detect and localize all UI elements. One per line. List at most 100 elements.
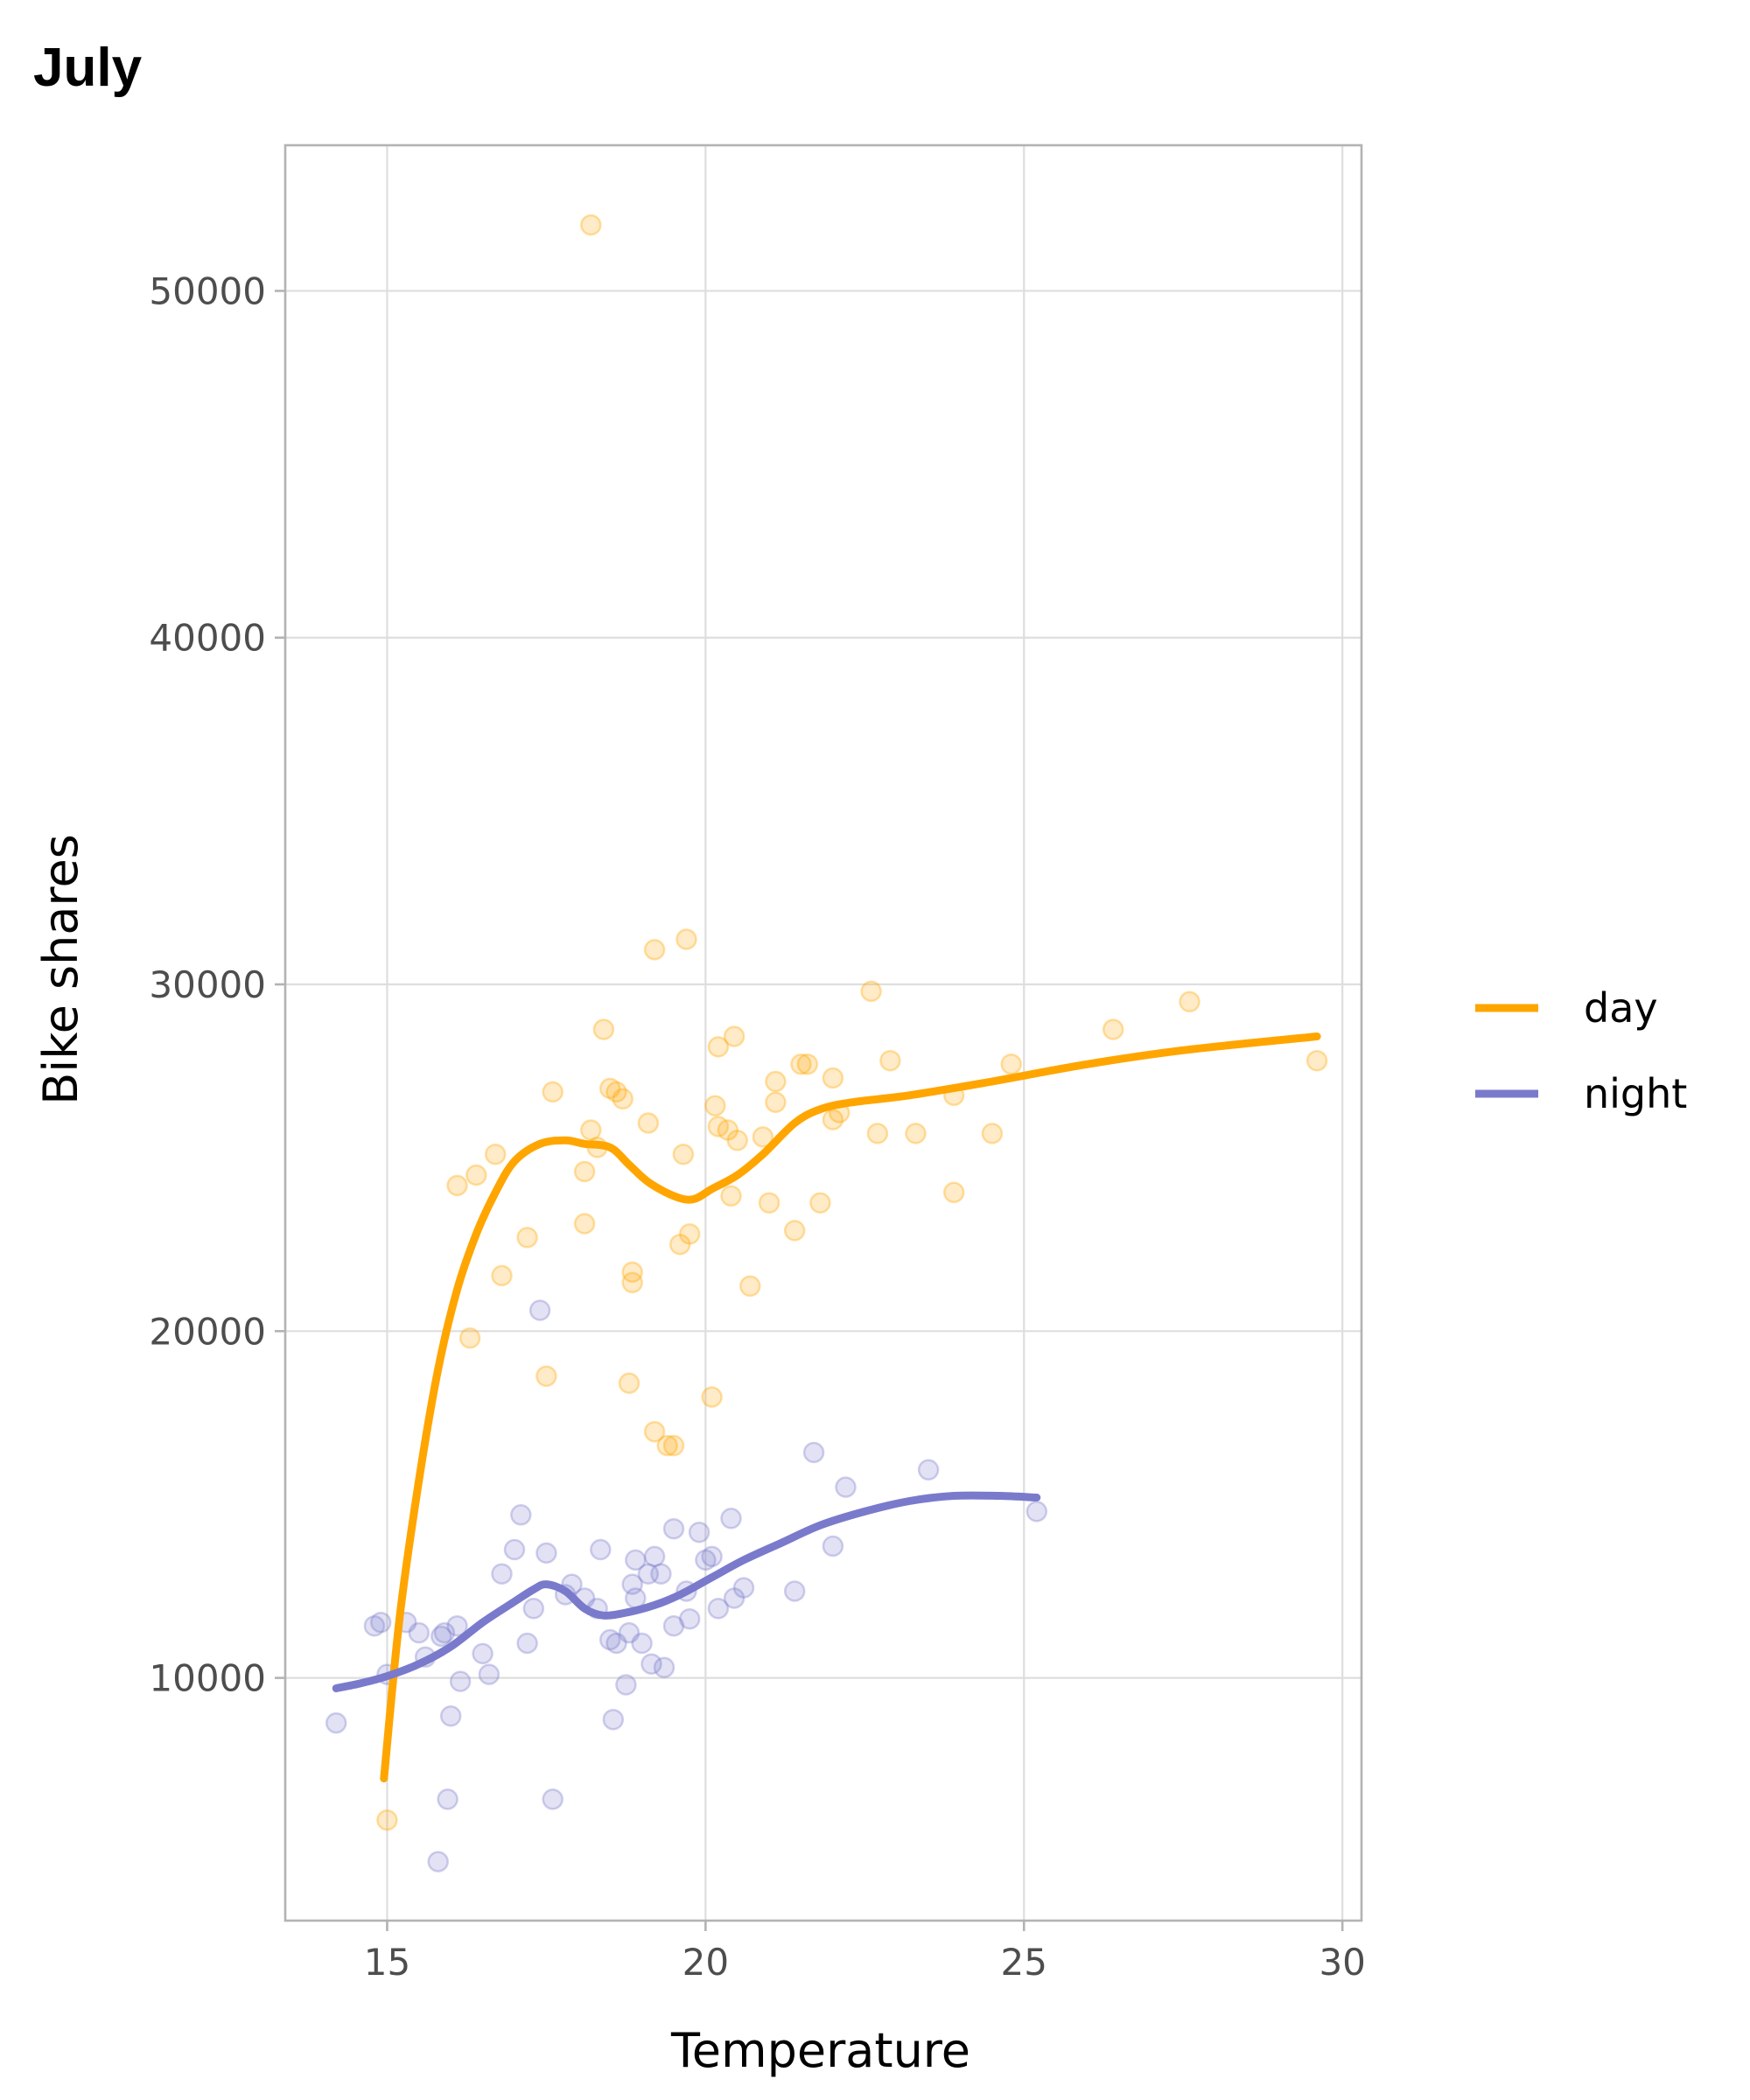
- night-point-0: [325, 1712, 347, 1734]
- night-point-15: [478, 1663, 500, 1685]
- day-point-28: [676, 928, 697, 950]
- night-point-51: [720, 1508, 742, 1530]
- night-point-10: [437, 1788, 458, 1810]
- night-point-2: [369, 1611, 392, 1634]
- day-point-31: [704, 1095, 726, 1116]
- x-axis-ticks: 15 20 25 30: [364, 1921, 1366, 1984]
- day-point-26: [668, 1233, 691, 1256]
- night-point-42: [653, 1656, 676, 1678]
- day-point-50: [860, 980, 882, 1003]
- night-point-33: [618, 1621, 640, 1644]
- day-point-15: [598, 1077, 621, 1100]
- night-point-41: [650, 1563, 672, 1585]
- night-point-29: [598, 1628, 621, 1651]
- night-point-8: [430, 1625, 452, 1648]
- x-axis-title: Temperature: [670, 2023, 970, 2078]
- night-point-19: [516, 1632, 538, 1655]
- night-point-31: [606, 1632, 627, 1655]
- night-point-59: [1026, 1501, 1048, 1522]
- night-point-22: [536, 1542, 557, 1564]
- day-point-12: [580, 1119, 602, 1141]
- grid-lines: [285, 145, 1362, 1921]
- night-point-54: [783, 1580, 806, 1602]
- y-tick-label-1: 20000: [149, 1310, 266, 1353]
- day-point-55: [942, 1181, 965, 1204]
- day-point-16: [606, 1081, 627, 1103]
- day-point-7: [516, 1227, 538, 1249]
- day-point-3: [446, 1174, 468, 1197]
- day-point-51: [866, 1123, 889, 1144]
- night-point-9: [433, 1621, 456, 1644]
- night-point-50: [707, 1598, 730, 1620]
- chart-title: July: [33, 38, 143, 98]
- scatter-points: [325, 214, 1328, 1872]
- day-point-24: [656, 1434, 678, 1457]
- day-point-4: [466, 1164, 487, 1186]
- day-point-58: [1102, 1018, 1124, 1040]
- y-axis-ticks: 10000 20000 30000 40000 50000: [149, 270, 285, 1700]
- night-point-23: [542, 1788, 564, 1810]
- legend-label-night: night: [1584, 1070, 1687, 1117]
- night-point-43: [662, 1517, 685, 1540]
- day-point-60: [1306, 1049, 1328, 1072]
- day-point-37: [726, 1130, 748, 1152]
- day-point-35: [720, 1185, 742, 1208]
- night-smooth-line: [332, 1491, 1041, 1692]
- day-point-56: [981, 1123, 1004, 1144]
- night-point-48: [695, 1549, 717, 1572]
- day-point-25: [662, 1434, 685, 1457]
- y-tick-label-3: 40000: [149, 617, 266, 660]
- day-point-22: [643, 939, 666, 961]
- y-tick-label-0: 10000: [149, 1657, 266, 1700]
- night-point-13: [449, 1670, 472, 1692]
- day-point-42: [765, 1070, 787, 1093]
- day-point-29: [678, 1223, 701, 1245]
- night-point-21: [528, 1299, 551, 1321]
- night-point-32: [615, 1674, 637, 1696]
- night-point-37: [631, 1632, 653, 1655]
- day-point-45: [796, 1053, 819, 1075]
- day-point-41: [765, 1091, 787, 1114]
- day-point-0: [580, 214, 602, 236]
- night-point-34: [621, 1573, 643, 1595]
- day-point-47: [822, 1109, 844, 1130]
- y-tick-label-2: 30000: [149, 963, 266, 1006]
- night-point-40: [643, 1545, 666, 1568]
- night-point-57: [835, 1476, 857, 1498]
- day-point-39: [752, 1126, 774, 1148]
- night-point-1: [363, 1614, 386, 1637]
- day-point-30: [701, 1386, 723, 1408]
- day-point-14: [592, 1018, 615, 1040]
- night-point-20: [522, 1598, 545, 1620]
- night-point-49: [701, 1545, 723, 1568]
- day-point-2: [458, 1326, 481, 1349]
- legend-label-day: day: [1584, 984, 1658, 1032]
- night-point-55: [802, 1441, 825, 1464]
- y-axis-title: Bike shares: [33, 834, 88, 1105]
- day-point-48: [822, 1067, 844, 1089]
- day-point-17: [612, 1088, 634, 1110]
- night-point-18: [510, 1504, 532, 1526]
- night-point-35: [625, 1549, 647, 1572]
- day-point-32: [707, 1036, 730, 1058]
- day-point-21: [637, 1112, 660, 1134]
- day-point-43: [783, 1220, 806, 1242]
- day-point-9: [542, 1081, 564, 1103]
- legend: day night: [1475, 984, 1687, 1117]
- x-tick-label-2: 25: [1001, 1941, 1047, 1984]
- x-tick-label-0: 15: [364, 1941, 410, 1984]
- night-point-12: [446, 1614, 468, 1637]
- night-point-11: [439, 1704, 462, 1727]
- night-point-56: [822, 1535, 844, 1558]
- x-tick-label-1: 20: [682, 1941, 729, 1984]
- night-point-38: [637, 1563, 660, 1585]
- day-smooth-line: [380, 1032, 1321, 1782]
- night-point-46: [678, 1607, 701, 1630]
- day-point-18: [618, 1372, 640, 1395]
- day-point-36: [723, 1026, 746, 1047]
- plot-frame: [284, 144, 1363, 1922]
- night-point-14: [472, 1642, 494, 1665]
- day-point-8: [536, 1365, 557, 1388]
- night-point-5: [408, 1621, 430, 1644]
